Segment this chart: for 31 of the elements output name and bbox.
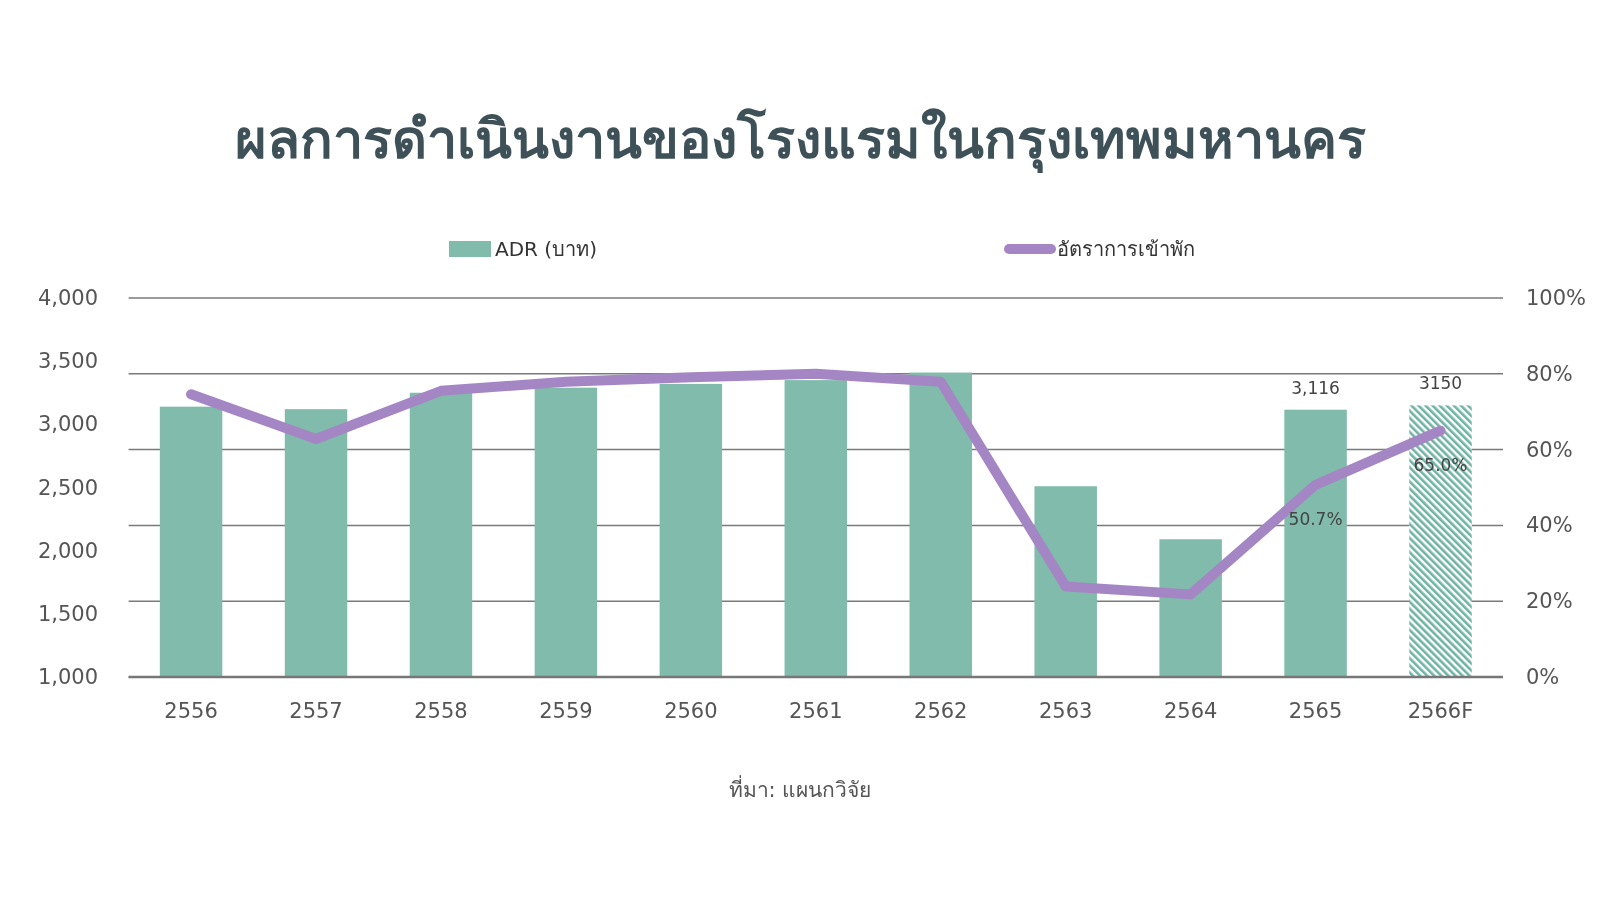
y-tick-label: 1,000 [37, 665, 98, 689]
x-tick-label: 2561 [789, 699, 843, 723]
data-label: 3150 [1418, 373, 1463, 394]
y-tick-label: 1,500 [37, 601, 98, 626]
y-tick-label: 3,000 [37, 412, 98, 437]
data-label: 50.7% [1288, 508, 1343, 529]
y-tick-label: 2,500 [37, 475, 98, 500]
data-label: 3,116 [1291, 377, 1340, 398]
x-tick-label: 2557 [289, 699, 343, 723]
x-tick-label: 2559 [539, 699, 593, 723]
x-tick-label: 2556 [164, 699, 218, 723]
y-tick-label: 4,000 [37, 286, 98, 310]
y2-tick-label: 40% [1526, 513, 1573, 538]
x-tick-label: 2558 [414, 699, 468, 723]
x-tick-label: 2564 [1163, 699, 1218, 723]
text: ที่มา: แผนกวิจัย [728, 775, 872, 802]
x-tick-label: 2565 [1288, 699, 1343, 723]
y2-tick-label: 60% [1526, 437, 1573, 462]
x-tick-label: 2563 [1038, 699, 1093, 723]
x-tick-label: 2560 [664, 699, 718, 723]
x-tick-label: 2566F [1407, 699, 1474, 723]
chart-title: ผลการดำเนินงานของโรงแรมในกรุงเทพมหานคร [234, 108, 1366, 174]
y-tick-label: 2,000 [37, 538, 98, 563]
y2-tick-label: 20% [1526, 589, 1573, 614]
y2-tick-label: 100% [1526, 286, 1587, 310]
y2-tick-label: 0% [1526, 665, 1560, 689]
y-tick-label: 3,500 [37, 349, 98, 374]
legend-label: ADR (บาท) [495, 237, 597, 261]
x-tick-label: 2562 [914, 699, 968, 723]
y2-tick-label: 80% [1526, 361, 1573, 386]
legend-label: อัตราการเข้าพัก [1057, 237, 1195, 261]
